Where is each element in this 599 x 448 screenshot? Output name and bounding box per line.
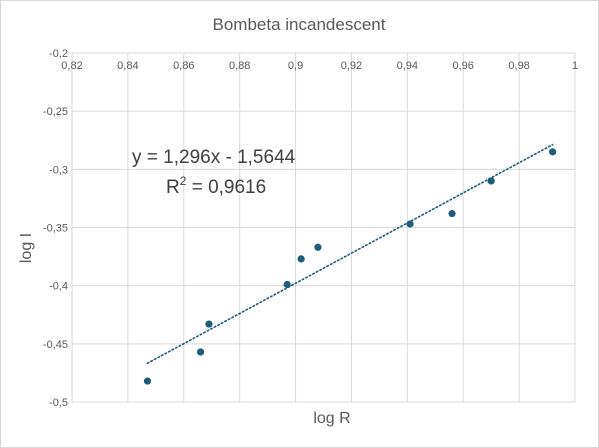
y-axis-title: log I [18, 233, 35, 263]
x-tick-label: 0,9 [288, 60, 303, 72]
x-tick-label: 0,88 [229, 60, 250, 72]
y-tick-labels: -0,2 -0,25 -0,3 -0,35 -0,4 -0,45 -0,5 [43, 48, 68, 409]
y-tick-label: -0,4 [49, 281, 68, 293]
data-point [487, 177, 495, 185]
x-tick-label: 0,94 [397, 60, 418, 72]
x-tick-label: 0,98 [508, 60, 529, 72]
y-tick-label: -0,5 [49, 397, 68, 409]
x-tick-label: 0,84 [117, 60, 138, 72]
y-tick-label: -0,35 [43, 223, 68, 235]
x-axis-title: log R [313, 410, 350, 427]
x-tick-label: 0,82 [61, 60, 82, 72]
trendline-r-squared: R2 = 0,9616 [166, 174, 266, 198]
data-point [549, 148, 557, 156]
gridlines [71, 52, 576, 403]
r-squared-value: = 0,9616 [186, 177, 266, 198]
chart-title: Bombeta incandescent [213, 15, 386, 34]
trendline-equation: y = 1,296x - 1,5644 [132, 147, 296, 168]
data-point [283, 280, 291, 289]
x-tick-label: 1 [572, 60, 578, 72]
y-tick-label: -0,3 [49, 164, 68, 176]
y-tick-label: -0,45 [43, 339, 68, 351]
r-squared-prefix: R [166, 177, 180, 198]
r-squared-superscript: 2 [180, 174, 187, 188]
data-point [196, 348, 205, 356]
data-point [406, 220, 414, 228]
data-points [143, 148, 557, 385]
y-tick-label: -0,2 [49, 48, 68, 60]
x-tick-label: 0,86 [173, 60, 194, 72]
trendline [146, 143, 554, 365]
x-tick-label: 0,96 [453, 60, 474, 72]
data-point [143, 377, 152, 385]
data-point [297, 255, 305, 263]
x-tick-label: 0,92 [341, 60, 362, 72]
y-tick-label: -0,25 [43, 106, 68, 118]
data-point [205, 320, 213, 328]
data-point [314, 243, 322, 251]
data-point [448, 209, 456, 218]
x-tick-labels: 0,82 0,84 0,86 0,88 0,9 0,92 0,94 0,96 0,98 1 [61, 60, 578, 72]
